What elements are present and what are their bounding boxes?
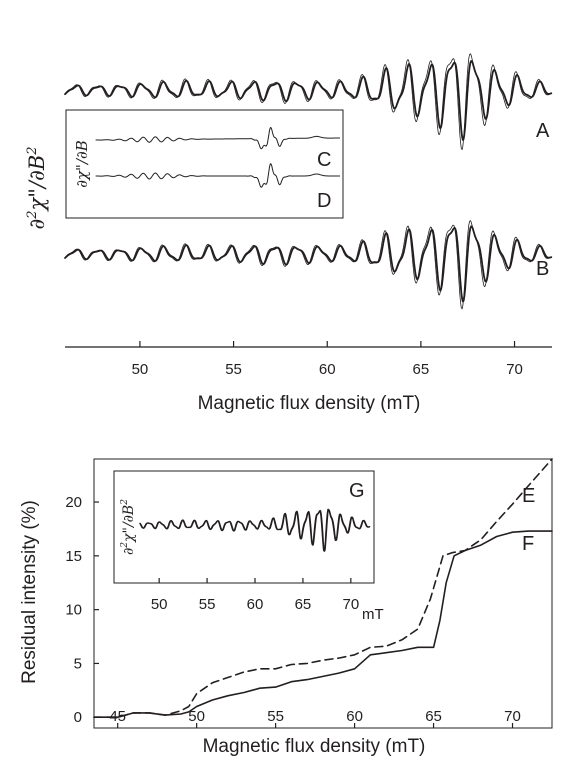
curve-d [95,163,341,188]
bottom-curves [93,458,553,718]
curve-label-c: C [317,149,331,171]
curve-label-g: G [349,480,365,502]
inset-g-x-unit: mT [362,606,384,623]
inset-cd-frame [65,109,344,219]
bottom-y-tick-label: 5 [74,655,82,672]
curve-label-a: A [536,120,550,142]
bottom-y-tick-label: 15 [65,548,82,565]
curve-a-thick [64,60,553,141]
inset-cd: ∂χ"/∂B C D [65,109,344,219]
curve-label-f: F [522,533,534,555]
bottom-x-axis-label: Magnetic flux density (mT) [203,736,426,757]
inset-g-x-tick-label: 60 [247,596,264,613]
top-y-axis-label: ∂2χ"/∂B2 [25,146,49,229]
bottom-x-tick-label: 50 [188,708,205,725]
bottom-y-tick-label: 10 [65,602,82,619]
curve-g-thin [139,508,370,552]
curve-b-thin [64,220,552,310]
inset-g-curves [139,508,371,552]
curve-label-b: B [536,258,549,280]
inset-g: ∂2χ"/∂B2 50 55 60 65 70 G mT [113,470,384,623]
bottom-x-tick-label: 65 [425,708,442,725]
top-curves [64,53,553,310]
inset-cd-curves [95,127,341,188]
inset-g-x-tick-label: 65 [295,596,312,613]
curve-b-thick [64,225,553,303]
bottom-x-tick-label: 55 [267,708,284,725]
curve-c [95,127,341,150]
inset-g-x-tick-label: 55 [199,596,216,613]
top-x-tick-label: 50 [132,361,149,378]
bottom-y-axis-label: Residual intensity (%) [19,500,40,684]
top-x-tick-label: 65 [413,361,430,378]
curve-label-d: D [317,190,331,212]
bottom-x-tick-label: 70 [504,708,521,725]
curve-label-e: E [522,485,535,507]
top-panel: ∂2χ"/∂B2 50 55 60 65 70 Magnetic flux densit… [25,53,553,414]
bottom-x-tick-label: 60 [346,708,363,725]
bottom-y-tick-label: 20 [65,494,82,511]
bottom-y-tick-label: 0 [74,709,82,726]
inset-g-x-ticks: 50 55 60 65 70 [151,578,359,613]
bottom-y-ticks: 0 5 10 15 20 [65,494,99,726]
top-x-axis-label: Magnetic flux density (mT) [198,393,421,414]
inset-g-y-axis-label: ∂2χ"/∂B2 [120,499,137,555]
inset-g-x-tick-label: 50 [151,596,168,613]
top-x-tick-label: 55 [225,361,242,378]
inset-cd-y-axis-label: ∂χ"/∂B [73,140,91,188]
top-x-tick-label: 60 [319,361,336,378]
curve-f [93,530,553,718]
top-x-tick-label: 70 [506,361,523,378]
inset-g-x-tick-label: 70 [342,596,359,613]
top-x-ticks: 50 55 60 65 70 [132,341,523,378]
